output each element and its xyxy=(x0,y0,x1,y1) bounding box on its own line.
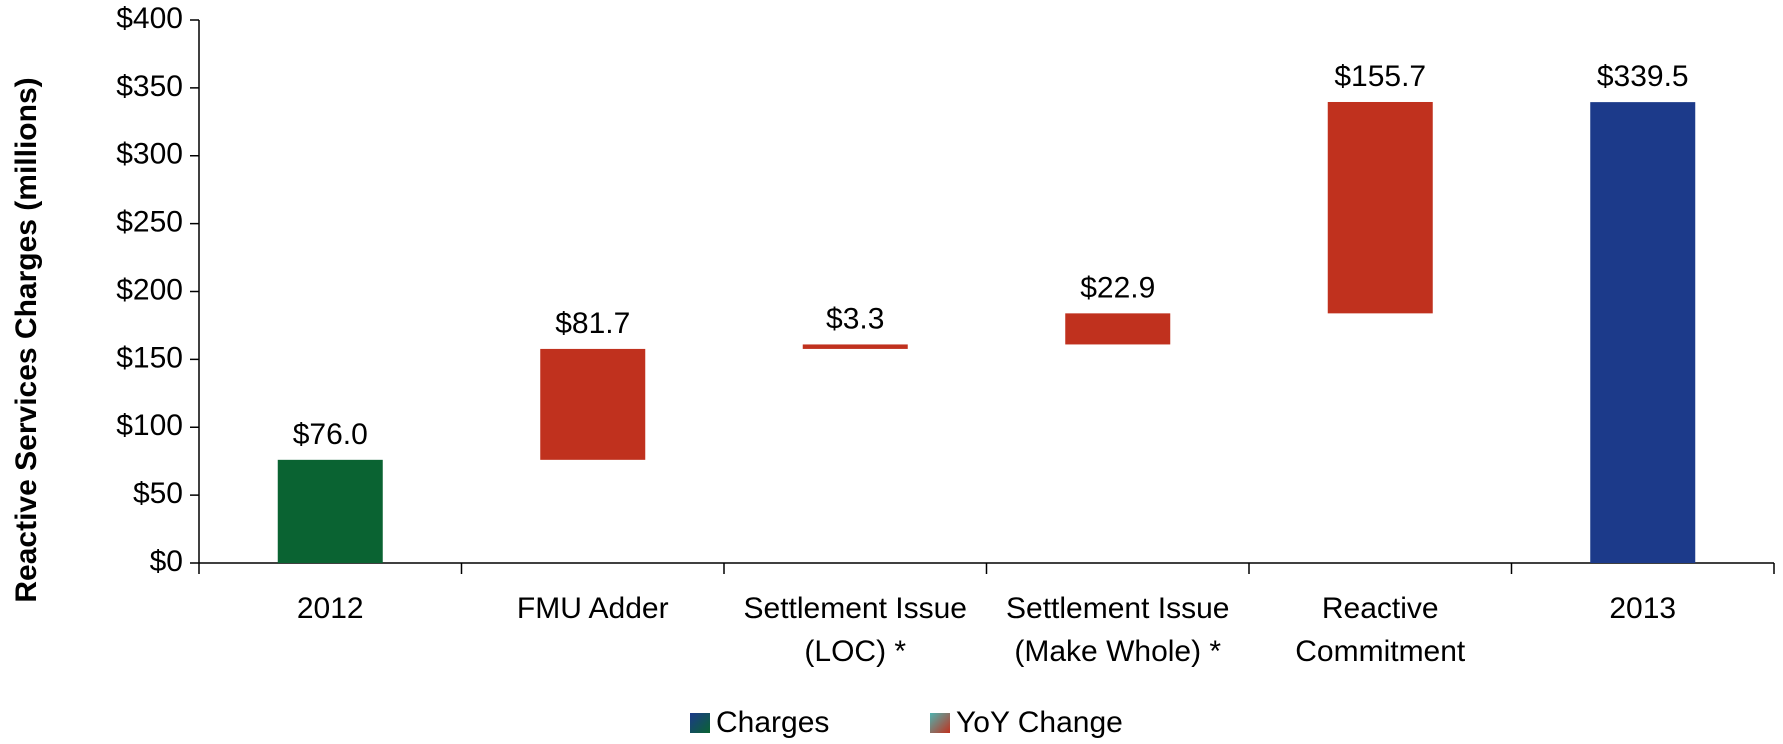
x-tick-label: FMU Adder xyxy=(516,592,669,625)
y-tick-label: $250 xyxy=(116,206,183,239)
y-tick-label: $50 xyxy=(133,477,183,510)
bar xyxy=(1065,313,1171,345)
x-tick-label: Settlement Issue (Make Whole) * xyxy=(1006,592,1230,668)
bar xyxy=(1327,101,1433,314)
y-tick-label: $200 xyxy=(116,273,183,306)
bar xyxy=(1590,102,1696,563)
legend-swatch xyxy=(930,713,950,733)
value-label: $76.0 xyxy=(293,418,368,451)
x-tick-label: 2012 xyxy=(296,592,364,625)
x-tick-label: Reactive Commitment xyxy=(1295,592,1466,668)
legend-label: Charges xyxy=(716,706,829,739)
bar xyxy=(277,459,383,563)
legend-label: YoY Change xyxy=(956,706,1123,739)
y-axis-title: Reactive Services Charges (millions) xyxy=(10,77,43,602)
bar xyxy=(540,348,646,460)
x-tick-label: Settlement Issue (LOC) * xyxy=(743,592,967,668)
value-label: $22.9 xyxy=(1080,271,1155,304)
value-label: $339.5 xyxy=(1597,60,1689,93)
value-label: $81.7 xyxy=(555,307,630,340)
y-tick-label: $100 xyxy=(116,409,183,442)
y-tick-label: $350 xyxy=(116,70,183,103)
y-tick-label: $150 xyxy=(116,341,183,374)
x-tick-label: 2013 xyxy=(1609,592,1677,625)
value-label: $3.3 xyxy=(826,302,884,335)
y-tick-label: $400 xyxy=(116,2,183,35)
bar xyxy=(802,344,908,349)
y-tick-label: $300 xyxy=(116,138,183,171)
legend-swatch xyxy=(690,713,710,733)
value-label: $155.7 xyxy=(1334,60,1426,93)
y-tick-label: $0 xyxy=(150,545,183,578)
